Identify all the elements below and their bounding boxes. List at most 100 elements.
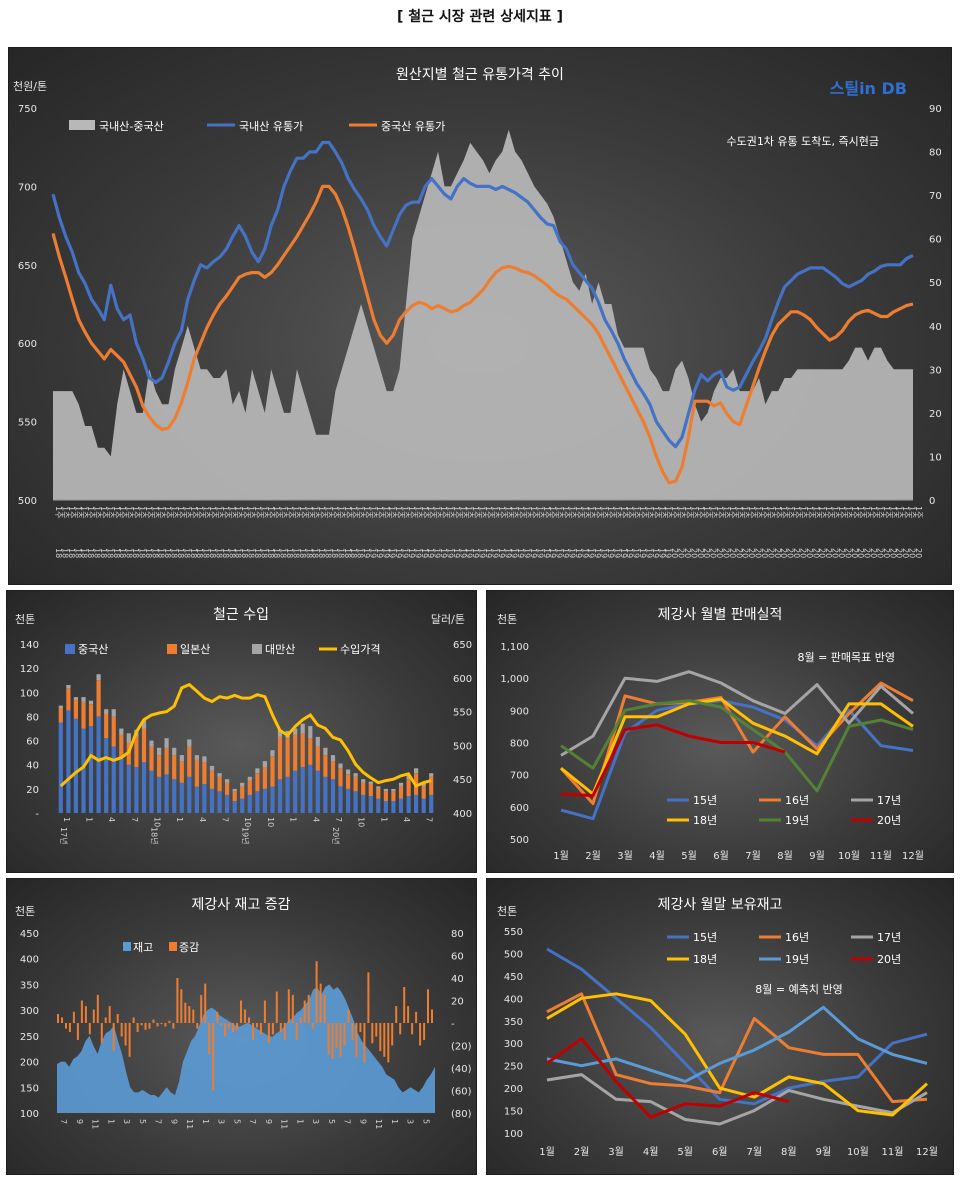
x-year-label: 18 — [343, 548, 352, 558]
y2-tick-label: 40 — [929, 322, 942, 333]
x-year-label: 20 — [824, 548, 833, 558]
bar-china — [293, 770, 298, 814]
x-tick-label: 1주 — [869, 506, 878, 518]
series-line-16년 — [546, 992, 928, 1104]
bar-china — [277, 779, 283, 813]
y-tick-label: 20 — [26, 785, 39, 796]
x-tick-label: 1주 — [715, 506, 724, 518]
y-axis-unit: 천톤 — [497, 612, 517, 626]
x-year-label: 18 — [259, 548, 268, 558]
bar-japan — [406, 779, 411, 797]
x-year-label: 19 — [555, 548, 564, 558]
y-tick-label: 700 — [510, 771, 529, 782]
x-tick-label: 7월 — [746, 1146, 762, 1158]
bar-taiwan — [111, 709, 116, 717]
bar-change — [112, 1023, 115, 1052]
x-tick-label: 1주 — [298, 506, 307, 518]
legend-swatch — [252, 644, 262, 654]
chart-title: 제강사 재고 증감 — [191, 897, 290, 913]
x-year-label: 20 — [869, 548, 878, 558]
bar-japan — [202, 762, 207, 784]
x-tick-label: 1주 — [189, 506, 198, 518]
bar-taiwan — [368, 781, 373, 784]
legend-label: 19년 — [785, 953, 809, 966]
x-tick-label: 1주 — [317, 506, 326, 518]
legend-label: 대만산 — [265, 643, 295, 656]
bar-change — [379, 1023, 382, 1052]
x-tick-label: 11 — [91, 1119, 100, 1129]
y2-tick-label: 650 — [453, 640, 472, 651]
x-year-label: 20 — [709, 548, 718, 558]
bar-change — [72, 1011, 75, 1024]
x-tick-label: 1주 — [73, 506, 82, 518]
x-year-label: 19 — [523, 548, 532, 558]
bar-china — [111, 746, 116, 813]
bar-change — [180, 989, 183, 1024]
bar-taiwan — [164, 738, 169, 748]
x-tick-label: 1주 — [118, 506, 127, 518]
x-tick-label: 1주 — [523, 506, 532, 518]
x-tick-label: 7 — [334, 817, 343, 822]
legend-swatch-gap — [69, 120, 95, 130]
x-tick-label: 1주 — [805, 506, 814, 518]
bar-japan — [119, 734, 124, 759]
x-tick-label: 7 — [425, 817, 434, 822]
x-year-label: 20 — [888, 548, 897, 558]
bar-change — [236, 1023, 239, 1030]
x-tick-label: 1주 — [702, 506, 711, 518]
x-year-label: 19 — [381, 548, 390, 558]
bar-china — [232, 800, 237, 813]
x-year-label: 19 — [439, 548, 448, 558]
x-tick-label: 1주 — [208, 506, 217, 518]
x-tick-label: 5 — [232, 1119, 241, 1124]
bar-change — [387, 1023, 390, 1063]
bar-taiwan — [141, 720, 147, 729]
x-tick-label: 5 — [138, 1119, 147, 1124]
bar-change — [200, 994, 203, 1023]
series-line-15년 — [546, 947, 928, 1106]
x-tick-label: 1주 — [324, 506, 333, 518]
x-year-label: 19 — [465, 548, 474, 558]
y2-tick-label: (20) — [451, 1042, 472, 1053]
bar-japan — [338, 768, 343, 787]
x-year-label: 18 — [240, 548, 249, 558]
x-tick-label: 1주 — [709, 506, 718, 518]
bar-taiwan — [73, 697, 78, 700]
y2-tick-label: 70 — [929, 191, 942, 202]
bar-japan — [111, 716, 116, 747]
x-year-label: 20 — [882, 548, 891, 558]
x-year-label: 18 — [54, 548, 63, 558]
x-tick-label: 9 — [264, 1119, 273, 1124]
x-tick-label: 7 — [130, 817, 139, 822]
x-year-label: 20 — [721, 548, 730, 558]
bar-change — [212, 1023, 215, 1091]
x-tick-label: 1주 — [850, 506, 859, 518]
bar-change — [291, 994, 294, 1023]
x-year-label: 20 — [741, 548, 750, 558]
bar-change — [311, 1023, 314, 1029]
x-tick-label: 1주 — [105, 506, 114, 518]
x-year-label: 20 — [702, 548, 711, 558]
x-tick-label: 9월 — [809, 850, 825, 862]
x-tick-label: 1주 — [555, 506, 564, 518]
x-tick-label: 5월 — [677, 1146, 693, 1158]
bar-china — [164, 774, 169, 813]
bar-japan — [96, 680, 101, 717]
bar-taiwan — [270, 750, 275, 757]
bar-change — [319, 983, 322, 1023]
series-line-18년 — [546, 992, 929, 1117]
bar-china — [421, 798, 426, 813]
sales-chart-panel: 제강사 월별 판매실적 천톤 8월 = 판매목표 반영 500 600 700 800 900… — [486, 590, 954, 873]
bar-china — [194, 786, 199, 813]
x-year-label: 18 — [86, 548, 95, 558]
bar-change — [244, 1009, 246, 1023]
x-tick-label: 1주 — [792, 506, 801, 518]
x-year-label: 19 — [471, 548, 480, 558]
x-year-label: 19 — [368, 548, 377, 558]
legend-label: 19년 — [785, 814, 809, 827]
x-tick-label: 1주 — [600, 506, 609, 518]
x-tick-label: 1주 — [253, 506, 262, 518]
bar-japan — [353, 776, 358, 792]
x-tick-label: 1주 — [606, 506, 615, 518]
x-tick-label: 3 — [122, 1119, 131, 1124]
